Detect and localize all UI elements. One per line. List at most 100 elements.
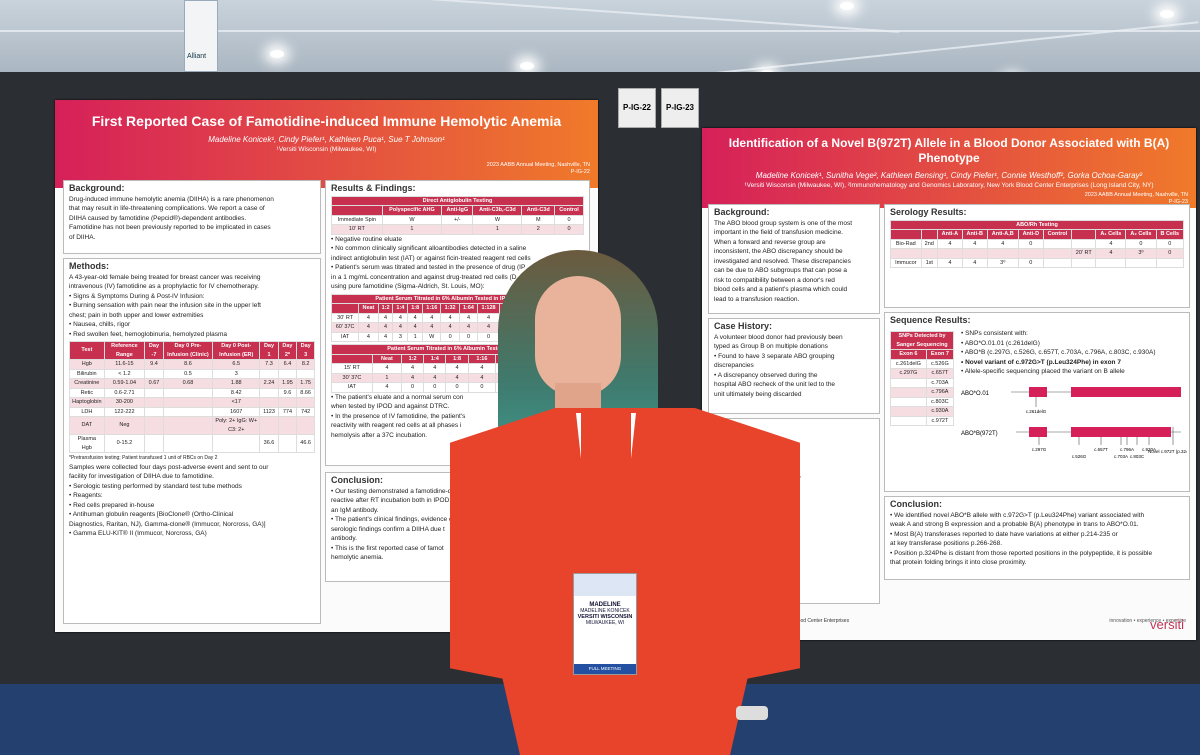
text-line: using pure famotidine (Sigma-Aldrich, St…	[331, 283, 485, 290]
badge-subname: MADELINE KONICEK	[580, 608, 630, 614]
table-cell: 1607	[212, 406, 261, 417]
table-cell: 30' RT	[330, 312, 360, 323]
allele2-exon7	[1071, 427, 1171, 437]
table-cell: 20' RT	[1071, 248, 1097, 259]
text-line: Samples were collected four days post-ad…	[69, 463, 269, 471]
allele2-mark: c.930A	[1142, 447, 1156, 452]
table-cell	[1042, 238, 1073, 249]
text-line: • ABO*B (c.297G, c.526G, c.657T, c.703A,…	[961, 349, 1156, 356]
table-cell: IAT	[331, 382, 373, 393]
text-line: inconsistent, the ABO discrepancy should…	[714, 248, 843, 255]
table-header-cell: 1:16	[422, 303, 442, 314]
table-cell: Bilirubin	[69, 368, 105, 379]
table-header-cell	[330, 303, 360, 314]
table-row: Bilirubin < 1.2 0.5 3	[69, 368, 315, 379]
table-cell: 4	[1095, 238, 1127, 249]
text-line: discrepancies	[714, 362, 754, 369]
poster1-background-heading: Background:	[69, 183, 125, 193]
poster2-background: Background: The ABO blood group system i…	[708, 204, 880, 314]
lab-values-table: Test Reference Range Day -7 Day 0 Pre-Infus…	[69, 341, 315, 453]
text-line: reactivity with reagent red cells at all…	[331, 422, 462, 429]
table-cell: 0	[458, 331, 479, 342]
table-cell: 1123	[259, 406, 279, 417]
table-cell: 1.75	[296, 378, 315, 389]
table-cell	[144, 387, 164, 398]
table-cell	[890, 248, 922, 259]
table-cell: Bio-Rad	[890, 238, 922, 249]
table-cell	[144, 368, 164, 379]
table-header-cell: Control	[554, 205, 584, 216]
table-cell: Retic	[69, 387, 105, 398]
table-cell	[162, 434, 214, 453]
table-cell	[1042, 257, 1073, 268]
table-cell: 0.68	[162, 378, 214, 389]
table-cell: Hgb	[69, 359, 105, 370]
table-header-cell: 1:4	[392, 303, 409, 314]
poster2-case-heading: Case History:	[714, 321, 773, 331]
table-cell	[277, 434, 298, 453]
table-header-cell: Day 0 Pre-Infusion (Clinic)	[162, 341, 214, 360]
text-line: • Gamma ELU-KIT® II (Immucor, Norcross, …	[69, 530, 207, 537]
allele2-mark: c.803C	[1130, 454, 1145, 459]
table-cell: 30' 37C	[331, 372, 373, 383]
badge-footer: FULL MEETING	[574, 664, 636, 674]
text-line: A volunteer blood donor had previously b…	[714, 333, 843, 341]
table-header-cell: Day -7	[144, 341, 164, 360]
table-header-cell: Neat	[371, 353, 402, 364]
allele2-label: ABO*B(972T)	[961, 431, 998, 437]
table-cell: Poly: 2+ IgG: W+ C3: 2+	[212, 416, 261, 435]
table-header-cell: A₁ Cells	[1095, 229, 1127, 240]
table-footnote: *Pretransfusion testing; Patient transfu…	[69, 455, 218, 461]
table-header-cell: Neat	[358, 303, 379, 314]
table-cell: Creatinine	[69, 378, 105, 389]
text-line: • Antihuman globulin reagents [BioClone®…	[69, 511, 234, 518]
table-cell: 3⁰	[986, 257, 1019, 268]
novel-mark: Novel c.972T (p.324Phe)	[1148, 449, 1187, 454]
poster2-authors: Madeline Konicek¹, Sunitha Vege², Kathle…	[755, 171, 1143, 180]
table-header-cell: Test	[69, 341, 105, 360]
table-header-cell: Day 2*	[277, 341, 298, 360]
text-line: hemolysis after a 37C incubation.	[331, 431, 428, 439]
text-line: indirect antiglobulin test (IAT) or agai…	[331, 254, 531, 262]
table-cell	[1071, 257, 1097, 268]
text-line: • This is the first reported case of fam…	[331, 544, 444, 552]
table-cell: 1	[371, 372, 402, 383]
table-header-cell: B Cells	[1155, 229, 1185, 240]
allele-diagram: ABO*O.01 c.261delG ABO*B(972T) c.297G c.526G…	[961, 387, 1187, 459]
table-cell: 1.88	[212, 378, 261, 389]
text-line: that may result in life-threatening comp…	[69, 205, 265, 212]
text-line: • A discrepancy observed during the	[714, 371, 818, 379]
allele2-mark: c.703A	[1114, 454, 1128, 459]
text-line: blood cells and a patient's plasma which…	[714, 286, 848, 293]
table-cell: 4	[961, 238, 988, 249]
table-cell: 1st	[920, 257, 938, 268]
table-cell: Immucor	[890, 257, 922, 268]
presenter: MADELINE MADELINE KONICEK VERSITI WISCON…	[440, 248, 800, 755]
table-row: 20' RT 4 3⁰ 0	[890, 248, 1185, 259]
name-badge: MADELINE MADELINE KONICEK VERSITI WISCON…	[573, 573, 637, 675]
allele1-label: ABO*O.01	[961, 391, 990, 397]
text-line: at key transferase positions p.266-268.	[890, 540, 1003, 547]
table-cell: 0	[1155, 248, 1185, 259]
table-cell: 46.6	[296, 434, 315, 453]
table-cell: M	[521, 214, 556, 225]
text-line: • Allele-specific sequencing placed the …	[961, 368, 1125, 375]
table-cell	[296, 368, 315, 379]
table-cell: 8.2	[296, 359, 315, 370]
table-cell: 3	[392, 331, 409, 342]
table-header-cell: Anti-C3b,-C3d	[472, 205, 523, 216]
table-cell: 7.3	[259, 359, 279, 370]
table-cell: 4	[358, 312, 379, 323]
table-cell	[920, 248, 938, 259]
text-line: • Position p.324Phe is distant from thos…	[890, 549, 1153, 557]
poster1-affiliation: ¹Versiti Wisconsin (Milwaukee, WI)	[276, 146, 377, 153]
text-line: that protein folding brings it into clos…	[890, 559, 1027, 566]
text-line: • Patient's serum was titrated and teste…	[331, 264, 526, 271]
snp-table-wrap: SNPs Detected by Sanger Sequencing Exon 6…	[890, 329, 955, 426]
text-line: • Serologic testing performed by standar…	[69, 482, 242, 490]
table-cell: 0	[1017, 238, 1044, 249]
text-line: unit ultimately being discarded	[714, 390, 802, 398]
table-cell: +/-	[441, 214, 474, 225]
text-line: A 43-year-old female being treated for b…	[69, 273, 261, 281]
text-line: • The patient's clinical findings, evide…	[331, 516, 453, 523]
